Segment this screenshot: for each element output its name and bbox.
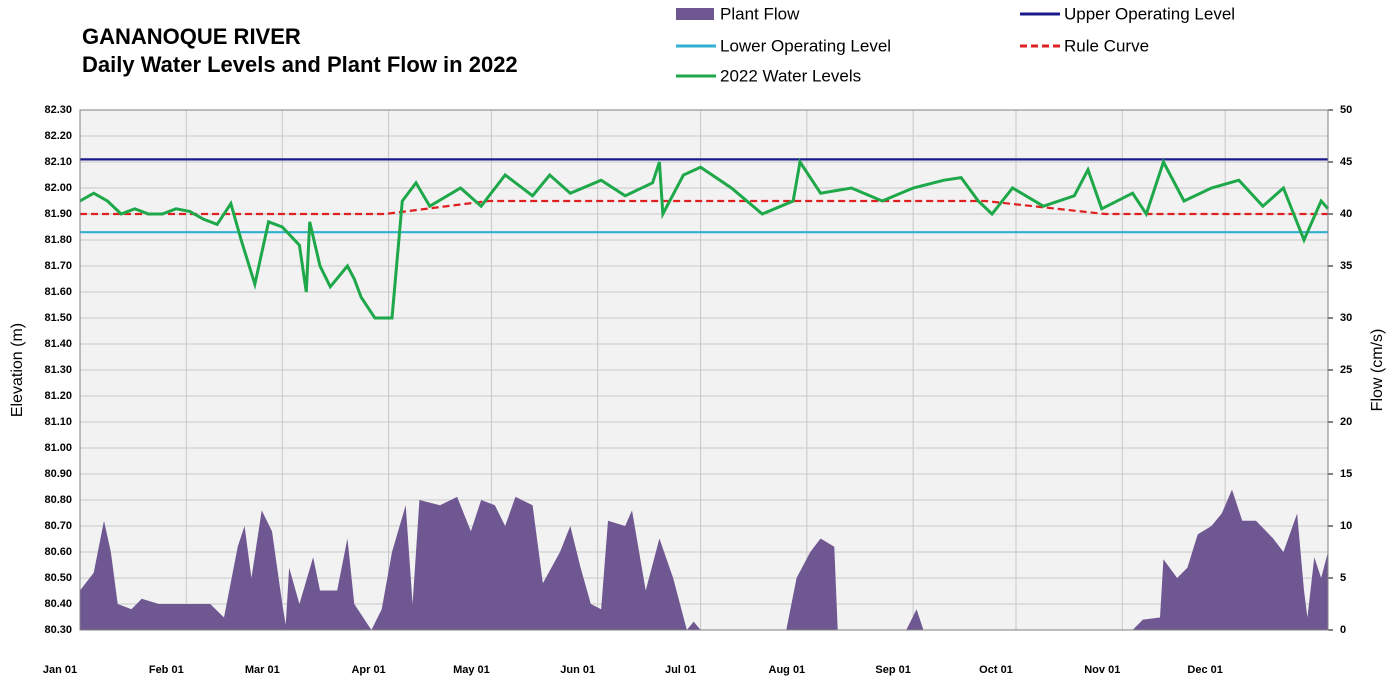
plot-border: [79, 109, 1329, 631]
x-tick-label: Dec 01: [1187, 664, 1222, 676]
chart-title: GANANOQUE RIVER: [82, 24, 301, 49]
y-tick-label: 82.10: [44, 156, 72, 168]
x-tick-label: Nov 01: [1084, 664, 1120, 676]
y-tick-label: 82.00: [44, 182, 72, 194]
y-tick-label: 81.20: [44, 390, 72, 402]
y-tick-label: 81.50: [44, 312, 72, 324]
y2-tick-label: 20: [1340, 416, 1352, 428]
x-tick-label: Oct 01: [979, 664, 1013, 676]
legend-label: Plant Flow: [720, 4, 800, 23]
x-tick-label: Feb 01: [149, 664, 184, 676]
x-tick-label: Mar 01: [245, 664, 280, 676]
y2-tick-label: 10: [1340, 520, 1352, 532]
x-tick-label: Apr 01: [351, 664, 385, 676]
y-tick-label: 80.70: [44, 520, 72, 532]
y-tick-label: 81.60: [44, 286, 72, 298]
y-tick-label: 81.80: [44, 234, 72, 246]
legend-label: 2022 Water Levels: [720, 66, 861, 85]
x-tick-label: Aug 01: [769, 664, 806, 676]
y-tick-label: 81.10: [44, 416, 72, 428]
legend-label: Lower Operating Level: [720, 36, 891, 55]
y-tick-label: 82.20: [44, 130, 72, 142]
y-tick-label: 80.80: [44, 494, 72, 506]
y-tick-label: 81.90: [44, 208, 72, 220]
y2-tick-label: 50: [1340, 104, 1352, 116]
y-tick-label: 80.40: [44, 598, 72, 610]
legend-swatch: [676, 8, 714, 20]
y2-tick-label: 45: [1340, 156, 1352, 168]
y-tick-label: 80.50: [44, 572, 72, 584]
y-tick-label: 81.40: [44, 338, 72, 350]
y2-tick-label: 15: [1340, 468, 1352, 480]
x-tick-label: Jun 01: [560, 664, 595, 676]
y-tick-label: 80.60: [44, 546, 72, 558]
x-tick-label: Jan 01: [43, 664, 77, 676]
x-tick-label: May 01: [453, 664, 490, 676]
y-tick-label: 81.00: [44, 442, 72, 454]
flow-area: [80, 489, 1328, 630]
y2-tick-label: 0: [1340, 624, 1346, 636]
y2-tick-label: 40: [1340, 208, 1352, 220]
y2-tick-label: 5: [1340, 572, 1346, 584]
y2-tick-label: 30: [1340, 312, 1352, 324]
legend-label: Rule Curve: [1064, 36, 1149, 55]
legend-label: Upper Operating Level: [1064, 4, 1235, 23]
y-tick-label: 80.90: [44, 468, 72, 480]
y-tick-label: 82.30: [44, 104, 72, 116]
y-tick-label: 81.70: [44, 260, 72, 272]
series-line: [80, 199, 1328, 216]
y2-tick-label: 35: [1340, 260, 1352, 272]
x-tick-label: Sep 01: [875, 664, 910, 676]
y-tick-label: 80.30: [44, 624, 72, 636]
series-line: [79, 158, 1330, 320]
y2-tick-label: 25: [1340, 364, 1352, 376]
y-axis-title: Elevation (m): [9, 323, 26, 417]
y2-axis-title: Flow (cm/s): [1369, 329, 1386, 412]
y-tick-label: 81.30: [44, 364, 72, 376]
chart-subtitle: Daily Water Levels and Plant Flow in 202…: [82, 52, 518, 77]
x-tick-label: Jul 01: [665, 664, 696, 676]
